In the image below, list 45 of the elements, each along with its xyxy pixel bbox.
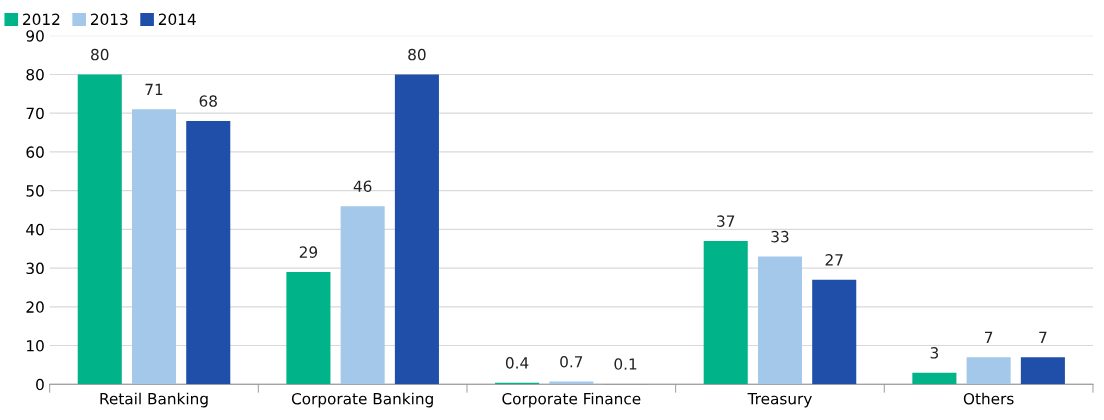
data-label: 46 [353, 180, 372, 193]
bar [77, 74, 122, 385]
bar [286, 271, 331, 385]
data-label: 29 [299, 246, 318, 258]
y-tick-label: 70 [26, 107, 44, 120]
bar [703, 240, 748, 385]
data-label: 7 [1039, 331, 1047, 343]
y-tick-label: 80 [26, 68, 44, 81]
data-label: 71 [145, 83, 163, 95]
x-tick-label: Retail Banking [100, 392, 208, 408]
y-tick-label: 50 [26, 185, 44, 197]
data-label: 80 [408, 48, 426, 61]
legend-label: 2013 [90, 13, 128, 26]
y-tick-label: 0 [36, 378, 44, 391]
data-label: 7 [985, 331, 993, 343]
bar [912, 372, 957, 385]
legend-label: 2012 [23, 13, 60, 26]
data-label: 0.1 [614, 358, 637, 370]
bar [186, 120, 231, 385]
bar [812, 279, 857, 385]
bar [966, 357, 1011, 385]
data-label: 37 [717, 215, 735, 227]
x-tick-label: Others [963, 392, 1014, 405]
data-label: 0.7 [560, 355, 583, 368]
data-label: 27 [825, 254, 843, 266]
data-label: 3 [930, 347, 939, 359]
y-tick-label: 30 [26, 262, 44, 275]
y-tick-label: 40 [26, 223, 44, 236]
x-tick-label: Treasury [747, 393, 812, 408]
data-label: 33 [771, 230, 789, 243]
x-tick-label: Corporate Finance [502, 392, 641, 408]
bar [757, 256, 803, 385]
bar [131, 109, 177, 385]
y-tick-label: 90 [26, 30, 44, 42]
y-tick-label: 10 [27, 340, 44, 352]
y-tick-label: 20 [26, 301, 44, 313]
bar [340, 206, 385, 385]
data-label: 0.4 [505, 357, 529, 369]
x-tick-label: Corporate Banking [291, 392, 433, 408]
data-label: 68 [199, 95, 217, 107]
bar [394, 74, 439, 385]
bar [1020, 357, 1065, 385]
legend-label: 2014 [158, 13, 196, 26]
data-label: 80 [91, 48, 109, 61]
y-tick-label: 60 [26, 146, 44, 158]
